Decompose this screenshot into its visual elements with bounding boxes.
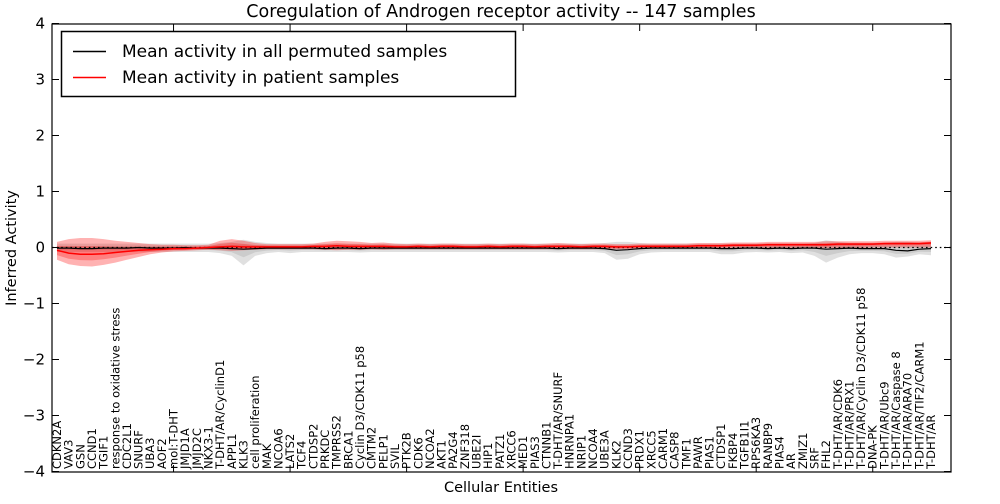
y-tick-label: −3 <box>23 407 45 425</box>
y-tick-label: −1 <box>23 295 45 313</box>
x-tick-label: XRCC6 <box>504 430 518 469</box>
x-tick-label: MAK <box>260 443 274 469</box>
x-tick-label: CARM1 <box>656 428 670 469</box>
x-tick-label: T-DHT/AR/Ubc9 <box>877 381 891 470</box>
x-tick-label: UBA3 <box>143 438 157 470</box>
x-tick-label: T-DHT/AR/TIF2/CARM1 <box>912 341 926 470</box>
x-tick-label: RPS6KA3 <box>749 417 763 469</box>
x-tick-label: RANBP9 <box>761 423 775 469</box>
x-tick-label: PRKDC <box>318 430 332 469</box>
x-tick-label: SRF <box>807 447 821 469</box>
x-tick-label: CTDSP2 <box>306 424 320 469</box>
x-tick-label: FHL2 <box>819 440 833 469</box>
x-tick-label: SVIL <box>388 443 402 469</box>
x-tick-label: CCND3 <box>621 428 635 469</box>
x-tick-label: PELP1 <box>376 434 390 469</box>
x-tick-label: PRDX1 <box>633 430 647 469</box>
x-tick-label: TCF4 <box>295 441 309 470</box>
x-tick-label: VAV3 <box>62 440 76 469</box>
x-tick-label: PIAS3 <box>528 436 542 469</box>
x-tick-label: PAWR <box>691 436 705 469</box>
x-tick-label: TGFB1I1 <box>738 421 752 470</box>
x-tick-label: DNA-PK <box>866 425 880 469</box>
x-tick-label: Cyclin D3/CDK11 p58 <box>353 346 367 469</box>
x-tick-label: PTK2B <box>400 432 414 469</box>
x-tick-label: NCOA4 <box>586 428 600 469</box>
x-tick-label: CDC2L1 <box>120 423 134 469</box>
x-tick-label: PA2G4 <box>446 431 460 469</box>
x-tick-label: GSN <box>73 444 87 469</box>
y-tick-label: 1 <box>35 183 45 201</box>
legend-box <box>60 30 517 98</box>
x-tick-label: T-DHT/AR/PRX1 <box>842 381 856 470</box>
x-tick-label: JMJD2C <box>190 428 204 470</box>
y-tick-label: 2 <box>35 127 45 145</box>
x-tick-label: T-DHT/AR/Caspase 8 <box>889 351 903 470</box>
x-tick-label: UBE3A <box>598 430 612 469</box>
legend: Mean activity in all permuted samples Me… <box>60 30 517 98</box>
x-tick-label: T-DHT/AR <box>924 415 938 470</box>
y-tick-label: 0 <box>35 239 45 257</box>
x-tick-label: JMJD1A <box>178 428 192 470</box>
x-tick-label: T-DHT/AR/SNURF <box>551 372 565 470</box>
y-tick-label: −2 <box>23 351 45 369</box>
x-tick-label: NKX3-1 <box>201 426 215 469</box>
x-tick-label: T-DHT/AR/Cyclin D3/CDK11 p58 <box>854 288 868 470</box>
x-tick-label: CDK6 <box>411 437 425 469</box>
x-tick-label: PIAS1 <box>703 436 717 469</box>
legend-label-permuted: Mean activity in all permuted samples <box>122 42 447 62</box>
legend-label-patient: Mean activity in patient samples <box>122 68 399 88</box>
x-tick-label: KLK2 <box>609 440 623 469</box>
x-tick-label: PIAS4 <box>773 436 787 469</box>
x-tick-label: XRCC5 <box>644 430 658 469</box>
x-tick-label: T-DHT/AR/CyclinD1 <box>213 360 227 470</box>
x-tick-label: ZMIZ1 <box>796 433 810 469</box>
x-tick-label: CDKN2A <box>50 421 64 469</box>
y-tick-label: 4 <box>35 15 45 33</box>
x-tick-label: AOF2 <box>155 438 169 469</box>
y-tick-label: −4 <box>23 463 45 481</box>
x-tick-label: BRCA1 <box>341 430 355 469</box>
x-tick-label: CTNNB1 <box>539 422 553 469</box>
x-tick-label: APPL1 <box>225 434 239 469</box>
chart-title: Coregulation of Androgen receptor activi… <box>246 2 755 22</box>
x-tick-label: TMF1 <box>679 438 693 470</box>
x-tick-label: HIP1 <box>481 443 495 469</box>
x-tick-label: T-DHT/AR/ARA70 <box>901 373 915 470</box>
plot-frame <box>51 23 952 473</box>
x-tick-label: AKT1 <box>435 440 449 469</box>
x-tick-label: CMTM2 <box>365 427 379 469</box>
x-tick-label: AR <box>784 453 798 469</box>
patient-mean-line <box>56 242 932 255</box>
x-tick-label: response to oxidative stress <box>108 308 122 469</box>
x-tick-label: KLK3 <box>236 440 250 469</box>
y-tick-label: 3 <box>35 71 45 89</box>
x-tick-label: HNRNPA1 <box>563 414 577 469</box>
y-axis-label: Inferred Activity <box>4 190 20 306</box>
x-tick-label: mol:T-DHT <box>167 408 181 469</box>
x-tick-label: LATS2 <box>283 434 297 469</box>
x-tick-label: NCOA6 <box>271 428 285 469</box>
x-tick-label: cell proliferation <box>248 375 262 469</box>
x-tick-label: NRIP1 <box>574 435 588 469</box>
x-tick-label: T-DHT/AR/CDK6 <box>831 379 845 470</box>
x-tick-label: SNURF <box>132 430 146 469</box>
x-tick-label: ZNF318 <box>458 424 472 469</box>
x-tick-label: CTDSP1 <box>714 424 728 469</box>
x-tick-label: CCND1 <box>85 428 99 469</box>
x-tick-label: UBE2I <box>470 435 484 469</box>
x-axis-label: Cellular Entities <box>444 480 558 496</box>
x-tick-label: TMPRSS2 <box>330 415 344 470</box>
x-tick-label: TGIF1 <box>97 436 111 470</box>
x-tick-label: PATZ1 <box>493 434 507 469</box>
x-tick-label: MED1 <box>516 436 530 469</box>
x-tick-label: NCOA2 <box>423 428 437 469</box>
x-tick-label: CASP8 <box>668 432 682 469</box>
x-tick-label: FKBP4 <box>726 433 740 469</box>
